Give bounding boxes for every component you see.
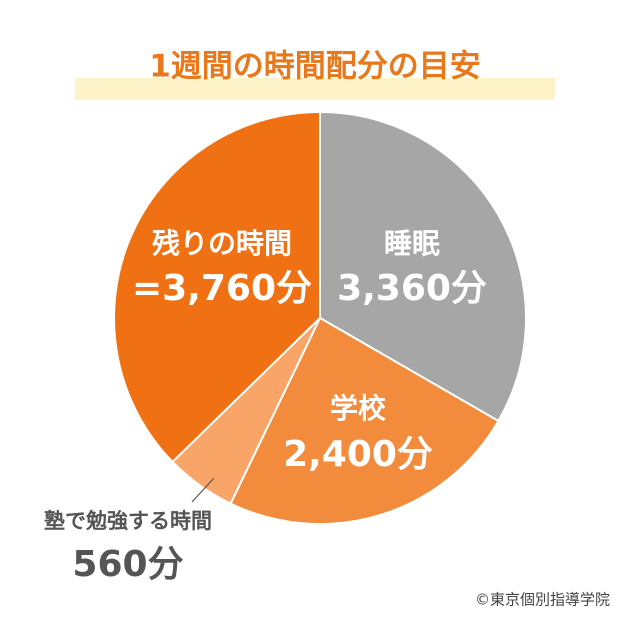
value-label: 2,400分 bbox=[283, 434, 433, 475]
slice-label: 睡眠 bbox=[384, 227, 440, 260]
value-label: =3,760分 bbox=[132, 268, 312, 309]
slice-label: 残りの時間 bbox=[152, 227, 292, 260]
leader-line bbox=[191, 477, 215, 503]
slice-label: 塾で勉強する時間 bbox=[44, 509, 212, 533]
slice-label: 学校 bbox=[330, 392, 387, 425]
credit: ©東京個別指導学院 bbox=[475, 591, 610, 609]
chart-title: 1週間の時間配分の目安 bbox=[149, 49, 481, 85]
pie-slice bbox=[319, 110, 527, 423]
title-highlight bbox=[75, 78, 555, 100]
pie-slice bbox=[229, 316, 500, 525]
value-label: 3,360分 bbox=[337, 268, 487, 309]
pie-slice bbox=[113, 110, 321, 464]
value-label: 560分 bbox=[72, 544, 183, 585]
